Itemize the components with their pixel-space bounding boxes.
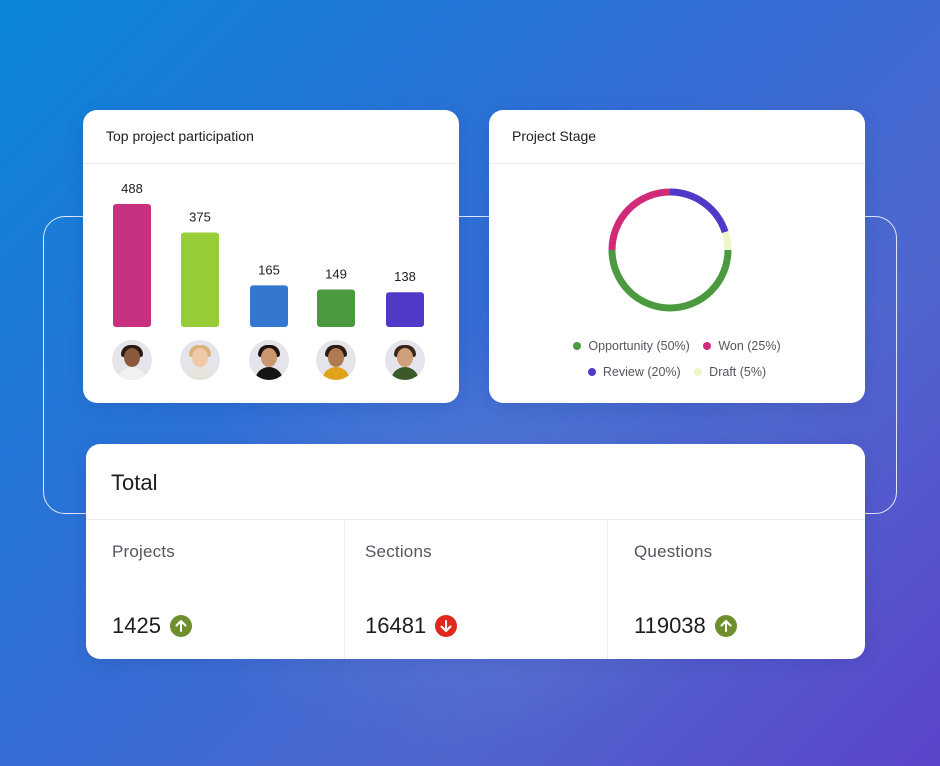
avatar — [316, 340, 356, 380]
project-stage-card: Project Stage Opportunity (50%) Won (25%… — [489, 110, 865, 403]
stat-sections: Sections 16481 — [344, 520, 607, 659]
legend-dot-draft — [694, 368, 703, 376]
legend-item-review: Review (20%) — [587, 365, 681, 379]
legend-label-draft: Draft (5%) — [709, 365, 767, 379]
bar-participant-4 — [317, 289, 355, 327]
legend-label-won: Won (25%) — [718, 339, 781, 353]
avatar — [112, 340, 152, 380]
stat-value-questions-row: 119038 — [634, 613, 737, 639]
bar-value-label: 375 — [189, 209, 211, 224]
bar-value-label: 149 — [325, 266, 347, 281]
legend-dot-opportunity — [573, 342, 582, 350]
project-stage-card-title: Project Stage — [489, 110, 865, 164]
legend-label-review: Review (20%) — [602, 365, 681, 379]
bar-participant-2 — [181, 232, 219, 327]
donut-slice-review — [669, 188, 729, 234]
stat-label-questions: Questions — [634, 542, 713, 561]
donut-slice-draft — [721, 230, 732, 251]
stat-value-sections: 16481 — [365, 613, 427, 638]
participation-card-title: Top project participation — [83, 110, 459, 164]
stat-projects: Projects 1425 — [86, 520, 344, 659]
stat-value-projects-row: 1425 — [112, 613, 192, 639]
donut-legend-row-2: Review (20%) Draft (5%) — [489, 365, 865, 379]
legend-dot-review — [587, 368, 596, 376]
project-stage-donut-chart — [608, 188, 732, 312]
stat-label-sections: Sections — [365, 542, 432, 561]
stat-value-sections-row: 16481 — [365, 613, 458, 639]
legend-dot-won — [703, 342, 712, 350]
avatar — [385, 340, 425, 380]
arrow-up-icon — [714, 615, 737, 637]
stat-value-projects: 1425 — [112, 613, 161, 638]
donut-slice-won — [608, 188, 671, 251]
bar-value-label: 488 — [121, 181, 143, 196]
avatar — [180, 340, 220, 380]
legend-item-draft: Draft (5%) — [694, 365, 766, 379]
legend-item-opportunity: Opportunity (50%) — [573, 339, 690, 353]
stat-label-projects: Projects — [112, 542, 176, 561]
participation-bar-chart: 488 375 165 149 138 — [113, 181, 424, 327]
stat-questions: Questions 119038 — [607, 520, 865, 659]
bar-participant-5 — [386, 292, 424, 327]
bar-participant-3 — [250, 285, 288, 327]
arrow-up-icon — [169, 615, 192, 637]
legend-item-won: Won (25%) — [703, 339, 781, 353]
total-card-title: Total — [86, 444, 865, 520]
donut-slice-opportunity — [608, 249, 732, 312]
participation-card: Top project participation 488 375 165 149 13… — [83, 110, 459, 403]
bar-value-label: 138 — [394, 269, 416, 284]
total-card: Total Projects 1425 Sections 16481 Quest… — [86, 444, 865, 659]
avatar — [249, 340, 289, 380]
stat-value-questions: 119038 — [634, 613, 706, 638]
bar-participant-1 — [113, 204, 151, 327]
legend-label-opportunity: Opportunity (50%) — [588, 339, 690, 353]
arrow-down-icon — [435, 615, 458, 637]
donut-legend-row-1: Opportunity (50%) Won (25%) — [489, 339, 865, 353]
bar-value-label: 165 — [258, 262, 280, 277]
